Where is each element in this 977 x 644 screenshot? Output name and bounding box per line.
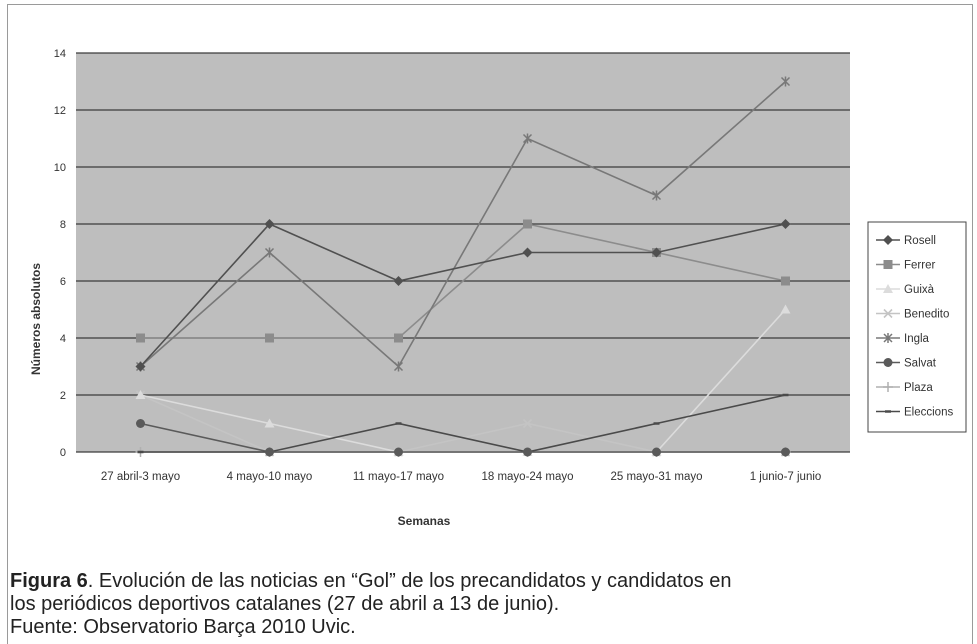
series-line bbox=[140, 223, 786, 339]
data-point bbox=[393, 276, 404, 286]
y-tick-label: 2 bbox=[60, 390, 66, 402]
x-tick-label: 25 mayo-31 mayo bbox=[610, 471, 702, 483]
legend-marker bbox=[883, 333, 893, 343]
data-point bbox=[651, 190, 662, 201]
legend-label: Rosell bbox=[904, 235, 936, 247]
y-tick-label: 8 bbox=[60, 219, 66, 231]
data-point bbox=[394, 333, 403, 343]
legend-item: Ingla bbox=[876, 333, 930, 345]
legend-marker bbox=[883, 358, 893, 367]
series-ingla bbox=[135, 76, 791, 372]
legend-label: Plaza bbox=[904, 382, 933, 394]
legend-marker bbox=[883, 382, 893, 392]
series-salvat bbox=[136, 419, 790, 457]
data-point bbox=[135, 361, 146, 372]
legend-item: Plaza bbox=[876, 382, 933, 394]
data-point bbox=[265, 333, 274, 343]
series-line bbox=[140, 422, 786, 453]
caption-line-2: los periódicos deportivos catalanes (27 … bbox=[10, 593, 560, 615]
figure-label: Figura 6 bbox=[10, 570, 88, 592]
legend-item: Salvat bbox=[876, 358, 937, 370]
x-tick-label: 11 mayo-17 mayo bbox=[353, 471, 444, 483]
x-tick-label: 4 mayo-10 mayo bbox=[227, 471, 313, 483]
data-point bbox=[393, 361, 404, 372]
y-axis-label: Números absolutos bbox=[29, 263, 43, 375]
data-point bbox=[523, 219, 532, 229]
data-point bbox=[780, 76, 791, 87]
legend-item: Guixà bbox=[876, 284, 935, 296]
y-tick-label: 12 bbox=[54, 105, 66, 117]
data-point bbox=[780, 219, 791, 229]
data-point bbox=[522, 418, 533, 429]
legend-marker bbox=[883, 235, 893, 245]
x-tick-label: 18 mayo-24 mayo bbox=[481, 471, 573, 483]
y-tick-label: 14 bbox=[54, 48, 66, 60]
data-point bbox=[136, 333, 145, 343]
data-point bbox=[264, 247, 275, 258]
data-point bbox=[781, 276, 790, 286]
series-line bbox=[139, 80, 787, 368]
data-point bbox=[135, 390, 146, 399]
legend-label: Guixà bbox=[904, 284, 935, 296]
y-tick-label: 0 bbox=[60, 447, 66, 459]
legend-item: Ferrer bbox=[876, 260, 935, 272]
figure-caption: Figura 6. Evolución de las noticias en “… bbox=[10, 570, 970, 639]
x-tick-label: 1 junio-7 junio bbox=[750, 471, 822, 483]
legend-item: Eleccions bbox=[876, 407, 953, 419]
data-point bbox=[394, 447, 403, 457]
legend-marker bbox=[883, 308, 893, 319]
data-point bbox=[523, 447, 532, 457]
legend-item: Rosell bbox=[876, 235, 936, 247]
data-point bbox=[781, 447, 790, 457]
y-tick-label: 10 bbox=[54, 162, 66, 174]
caption-line-1: Figura 6. Evolución de las noticias en “… bbox=[10, 570, 970, 593]
legend-label: Benedito bbox=[904, 309, 949, 321]
caption-source: Fuente: Observatorio Barça 2010 Uvic. bbox=[10, 616, 356, 638]
data-point bbox=[136, 419, 145, 428]
data-point bbox=[522, 133, 533, 144]
legend-label: Eleccions bbox=[904, 407, 953, 419]
legend-item: Benedito bbox=[876, 309, 949, 321]
data-point bbox=[264, 219, 275, 229]
data-point bbox=[651, 247, 662, 258]
series-rosell bbox=[135, 219, 791, 372]
legend-marker bbox=[883, 260, 893, 269]
line-chart: 0 2 4 6 8 10 12 14 27 abril-3 mayo 4 mayo-10 may… bbox=[29, 48, 967, 528]
caption-text: . Evolución de las noticias en “Gol” de … bbox=[87, 570, 732, 592]
data-point bbox=[522, 247, 533, 258]
data-point bbox=[264, 418, 275, 428]
series-line bbox=[140, 394, 786, 453]
y-tick-label: 4 bbox=[60, 333, 66, 345]
y-tick-label: 6 bbox=[60, 276, 66, 288]
data-point bbox=[780, 304, 791, 314]
data-point bbox=[265, 447, 274, 457]
series-line bbox=[139, 223, 786, 368]
x-tick-label: 27 abril-3 mayo bbox=[101, 471, 180, 483]
data-point bbox=[652, 447, 661, 457]
legend-label: Ferrer bbox=[904, 260, 935, 272]
legend-label: Salvat bbox=[904, 358, 937, 370]
legend-box bbox=[867, 221, 967, 433]
x-axis-label: Semanas bbox=[398, 514, 451, 528]
legend-label: Ingla bbox=[904, 333, 930, 345]
legend-marker bbox=[883, 284, 893, 293]
